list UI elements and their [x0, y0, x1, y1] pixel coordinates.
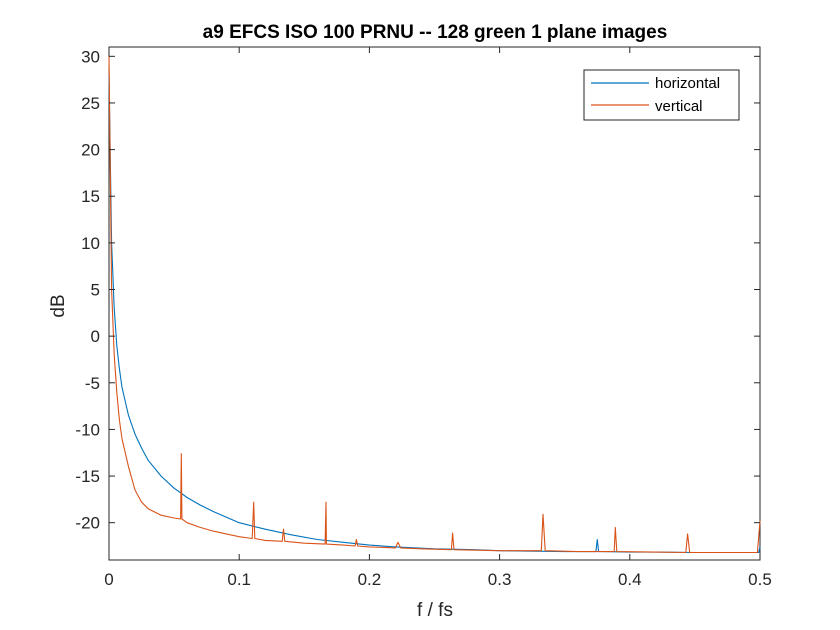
y-axis-label: dB	[48, 294, 69, 317]
y-tick-label: 5	[91, 281, 100, 300]
y-tick-label: 20	[81, 141, 100, 160]
x-axis-ticks: 0 0.1 0.2 0.3 0.4 0.5	[104, 47, 772, 589]
y-tick-label: 0	[91, 327, 100, 346]
x-tick-label: 0.1	[227, 570, 251, 589]
y-tick-label: -20	[75, 514, 100, 533]
x-tick-label: 0.2	[358, 570, 382, 589]
x-tick-label: 0.5	[748, 570, 772, 589]
legend-label-vertical: vertical	[655, 98, 703, 115]
y-tick-label: -5	[85, 374, 100, 393]
x-tick-label: 0	[104, 570, 113, 589]
series-line-vertical	[108, 56, 761, 554]
x-tick-label: 0.4	[618, 570, 642, 589]
axes-box	[108, 46, 761, 561]
legend: horizontal vertical	[583, 69, 740, 121]
y-tick-label: 15	[81, 187, 100, 206]
plot-area: 0 0.1 0.2 0.3 0.4 0.5 30 25 20 15 10 5 0 -5 -10 -15 -20	[75, 46, 772, 589]
y-tick-label: 30	[81, 47, 100, 66]
y-tick-label: -10	[75, 420, 100, 439]
chart-title: a9 EFCS ISO 100 PRNU -- 128 green 1 plan…	[203, 22, 668, 43]
x-axis-label: f / fs	[417, 600, 453, 621]
y-tick-label: 10	[81, 234, 100, 253]
y-tick-label: 25	[81, 94, 100, 113]
legend-label-horizontal: horizontal	[655, 75, 720, 92]
series-layer	[108, 56, 761, 554]
y-axis-ticks: 30 25 20 15 10 5 0 -5 -10 -15 -20	[75, 47, 760, 533]
legend-box	[583, 69, 740, 121]
y-tick-label: -15	[75, 467, 100, 486]
x-tick-label: 0.3	[488, 570, 512, 589]
